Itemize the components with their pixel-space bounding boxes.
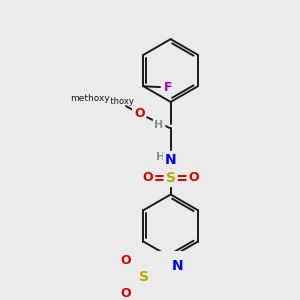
Text: F: F [164, 81, 172, 94]
Text: methoxy: methoxy [70, 94, 110, 103]
Text: H: H [156, 152, 165, 162]
Text: S: S [139, 270, 149, 284]
Text: N: N [165, 153, 176, 167]
Text: O: O [121, 254, 131, 267]
Text: O: O [188, 172, 199, 184]
Text: O: O [134, 107, 145, 120]
Text: N: N [172, 259, 183, 273]
Text: O: O [121, 287, 131, 300]
Text: methoxy: methoxy [98, 97, 135, 106]
Text: H: H [154, 120, 164, 130]
Text: O: O [142, 172, 153, 184]
Text: S: S [166, 171, 176, 185]
